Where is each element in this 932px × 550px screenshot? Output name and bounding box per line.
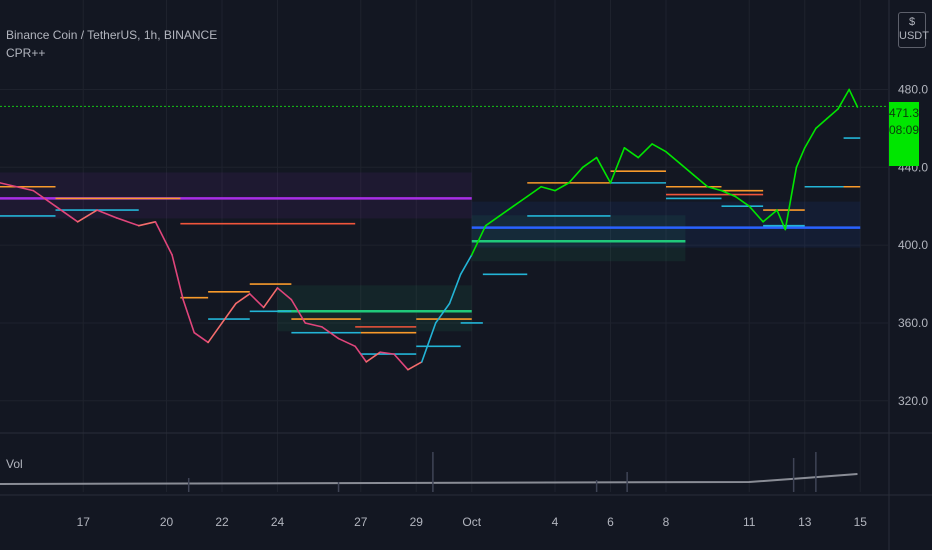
currency-code: USDT [899,30,929,42]
price-segment [0,182,18,188]
price-segment [595,156,612,184]
price-segment [512,195,529,208]
price-segment [651,143,667,153]
price-segment [15,185,35,192]
x-tick-label: 22 [215,515,229,529]
price-segment [115,217,140,227]
x-tick-label: 24 [271,515,285,529]
cpr-zone [471,215,686,262]
symbol-title[interactable]: Binance Coin / TetherUS, 1h, BINANCE [6,28,218,42]
y-tick-label: 320.0 [898,394,928,408]
price-series [0,88,888,371]
price-segment [459,254,473,276]
price-segment [154,220,173,256]
price-segment [637,143,653,159]
price-segment [171,254,184,301]
price-segment [182,298,196,334]
price-segment [221,302,237,324]
price-segment [692,174,709,188]
price-segment [393,353,409,371]
bar-countdown: 08:09 [889,123,920,137]
price-segment [420,322,437,363]
price-segment [290,298,307,324]
x-tick-label: 11 [743,515,756,529]
x-tick-label: 6 [607,515,614,529]
x-tick-label: 17 [77,515,91,529]
price-segment [262,287,279,309]
price-segment [76,209,98,223]
price-segment [32,189,57,208]
last-price-value: 471.3 [889,106,920,120]
price-segment [815,117,828,130]
y-tick-label: 400.0 [898,238,928,252]
price-segment [235,292,251,305]
price-segment [379,351,395,355]
price-segment [568,166,584,184]
price-segment [784,166,798,231]
volume-label[interactable]: Vol [6,457,23,471]
last-price-tag: 471.3 08:09 [889,102,919,166]
price-segment [609,147,626,184]
price-segment [470,224,487,256]
x-tick-label: 27 [354,515,368,529]
price-segment [248,292,265,309]
x-tick-label: 4 [552,515,559,529]
price-segment [623,147,640,159]
x-tick-label: 8 [663,515,670,529]
price-segment [354,345,368,363]
price-segment [407,361,423,371]
x-tick-label: 15 [854,515,868,529]
price-segment [434,302,451,324]
price-segment [540,185,556,192]
x-tick-label: Oct [462,515,481,529]
price-segment [96,209,118,219]
price-segment [734,195,751,208]
volume-ma-line [0,473,858,485]
price-segment [748,205,764,223]
y-tick-label: 360.0 [898,316,928,330]
cpr-zone [277,285,472,332]
price-segment [276,287,293,301]
price-segment [803,127,817,149]
volume-pane [0,452,858,492]
price-segment [304,322,323,328]
price-segment [795,147,806,169]
price-segment [137,220,157,227]
indicator-label[interactable]: CPR++ [6,46,46,60]
price-segment [826,108,839,120]
price-segment [720,189,737,198]
y-tick-label: 480.0 [898,82,928,96]
price-segment [581,156,598,169]
price-segment [776,209,787,231]
x-tick-label: 20 [160,515,174,529]
price-segment [679,162,695,176]
price-segment [321,326,340,340]
price-segment [837,88,850,110]
price-segment [365,351,381,363]
price-segment [706,185,723,192]
price-segment [193,331,209,344]
price-segment [337,337,357,348]
cpr-zone [471,201,861,248]
currency-badge[interactable]: $ USDT [898,12,929,48]
x-tick-label: 13 [798,515,812,529]
price-segment [762,209,778,223]
price-segment [498,205,515,217]
price-segment [665,150,681,165]
x-tick-label: 29 [410,515,424,529]
price-segment [526,185,542,198]
price-segment [448,273,462,305]
price-segment [848,88,859,108]
price-segment [484,215,501,227]
cpr-zones [0,172,861,332]
currency-symbol: $ [908,16,916,28]
price-segment [54,205,79,223]
price-segment [554,182,570,192]
cpr-zone [0,172,472,219]
price-segment [207,322,223,344]
